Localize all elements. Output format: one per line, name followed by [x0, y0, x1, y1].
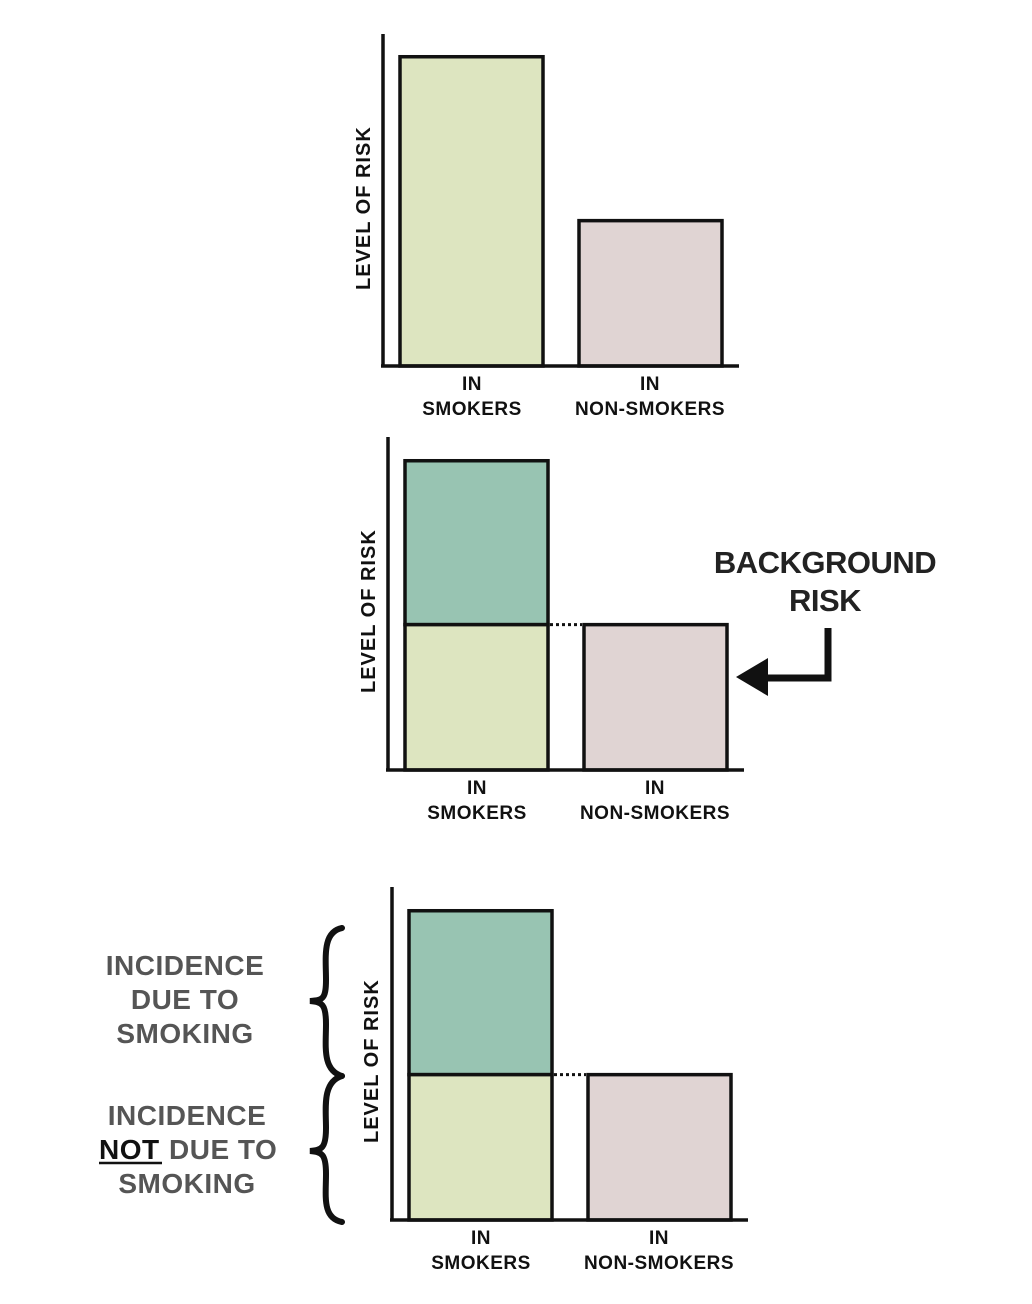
chart-3-ylabel: LEVEL OF RISK [361, 979, 383, 1143]
chart-3-bar-smokers-background [407, 1072, 554, 1222]
brace-icon-lower [309, 1073, 345, 1225]
chart-3-tick-smokers-line2: SMOKERS [431, 1253, 531, 1274]
chart-2-bar-smokers-background [403, 622, 550, 772]
chart-2-tick-nonsmokers-line1: IN [645, 778, 665, 799]
chart-1-tick-nonsmokers-line1: IN [640, 374, 660, 395]
chart-3: LEVEL OF RISK IN SMOKERS IN NON-SMOKERS … [99, 887, 748, 1274]
chart-2-tick-smokers-line2: SMOKERS [427, 803, 527, 824]
chart-3-bar-non-smokers [586, 1072, 733, 1222]
chart-1-tick-nonsmokers-line2: NON-SMOKERS [575, 399, 725, 420]
chart-3-tick-nonsmokers-line2: NON-SMOKERS [584, 1253, 734, 1274]
background-risk-label-line1: BACKGROUND [714, 545, 936, 580]
chart-1-tick-smokers-line1: IN [462, 374, 482, 395]
brace-icon-upper [309, 925, 345, 1079]
chart-3-tick-nonsmokers-line1: IN [649, 1228, 669, 1249]
background-risk-label-line2: RISK [789, 583, 862, 618]
incidence-not-due-label-line3: SMOKING [118, 1168, 255, 1199]
chart-2-tick-nonsmokers-line2: NON-SMOKERS [580, 803, 730, 824]
chart-2-bar-non-smokers [582, 622, 729, 772]
chart-2-bar-smokers-due-to-smoking [403, 458, 550, 627]
chart-2: LEVEL OF RISK IN SMOKERS IN NON-SMOKERS … [358, 437, 937, 824]
incidence-due-label-line2: DUE TO [131, 984, 239, 1015]
chart-2-tick-smokers-line1: IN [467, 778, 487, 799]
chart-3-tick-smokers-line1: IN [471, 1228, 491, 1249]
chart-2-ylabel: LEVEL OF RISK [358, 529, 380, 693]
background-risk-arrow-icon [736, 628, 832, 696]
chart-1-bar-non-smokers [577, 218, 724, 368]
chart-1-bar-smokers [398, 54, 545, 368]
incidence-not-due-label-not: NOT [99, 1134, 160, 1165]
incidence-not-due-label-line1: INCIDENCE [108, 1100, 267, 1131]
incidence-due-label-line1: INCIDENCE [106, 950, 265, 981]
chart-1-tick-smokers-line2: SMOKERS [422, 399, 522, 420]
incidence-not-due-label-rest: DUE TO [169, 1134, 277, 1165]
chart-1: LEVEL OF RISK IN SMOKERS IN NON-SMOKERS [353, 34, 739, 420]
chart-3-bar-smokers-due-to-smoking [407, 908, 554, 1077]
chart-1-ylabel: LEVEL OF RISK [353, 126, 375, 290]
incidence-due-label-line3: SMOKING [116, 1018, 253, 1049]
